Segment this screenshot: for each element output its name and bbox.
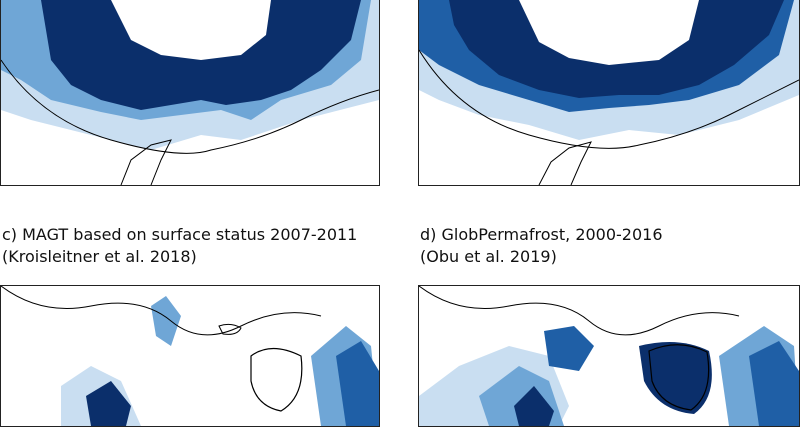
- map-panel-c: [0, 285, 380, 427]
- coastline-c: [1, 286, 322, 336]
- map-panel-b: [418, 0, 800, 186]
- island-c: [250, 347, 303, 412]
- caption-d-line1: d) GlobPermafrost, 2000-2016: [420, 225, 663, 244]
- permafrost-map-a: [1, 0, 379, 185]
- map-panel-d: [418, 285, 800, 427]
- caption-c-line1: c) MAGT based on surface status 2007-201…: [2, 225, 358, 244]
- permafrost-mid-d: [639, 342, 712, 414]
- caption-d: d) GlobPermafrost, 2000-2016 (Obu et al.…: [420, 224, 663, 268]
- permafrost-dark-c: [86, 381, 131, 426]
- caption-c-line2: (Kroisleitner et al. 2018): [2, 247, 197, 266]
- small-island-c: [218, 323, 242, 335]
- permafrost-map-b: [419, 0, 799, 185]
- arctic-ocean-a: [111, 0, 271, 60]
- permafrost-north-c: [151, 296, 181, 346]
- caption-c: c) MAGT based on surface status 2007-201…: [2, 224, 357, 268]
- permafrost-north-d: [544, 326, 594, 371]
- coastline-south-b: [538, 141, 592, 185]
- coastline-south-a: [120, 139, 172, 185]
- island-d: [648, 344, 710, 411]
- permafrost-east-dark-c: [336, 341, 379, 426]
- coastline-b: [419, 49, 799, 149]
- permafrost-map-c: [1, 286, 379, 426]
- caption-d-line2: (Obu et al. 2019): [420, 247, 557, 266]
- map-panel-a: [0, 0, 380, 186]
- permafrost-dark-d: [514, 386, 554, 426]
- permafrost-map-d: [419, 286, 799, 426]
- arctic-ocean-b: [519, 0, 699, 65]
- coastline-a: [1, 59, 379, 154]
- coastline-d: [419, 286, 740, 336]
- permafrost-east-dark-d: [749, 341, 799, 426]
